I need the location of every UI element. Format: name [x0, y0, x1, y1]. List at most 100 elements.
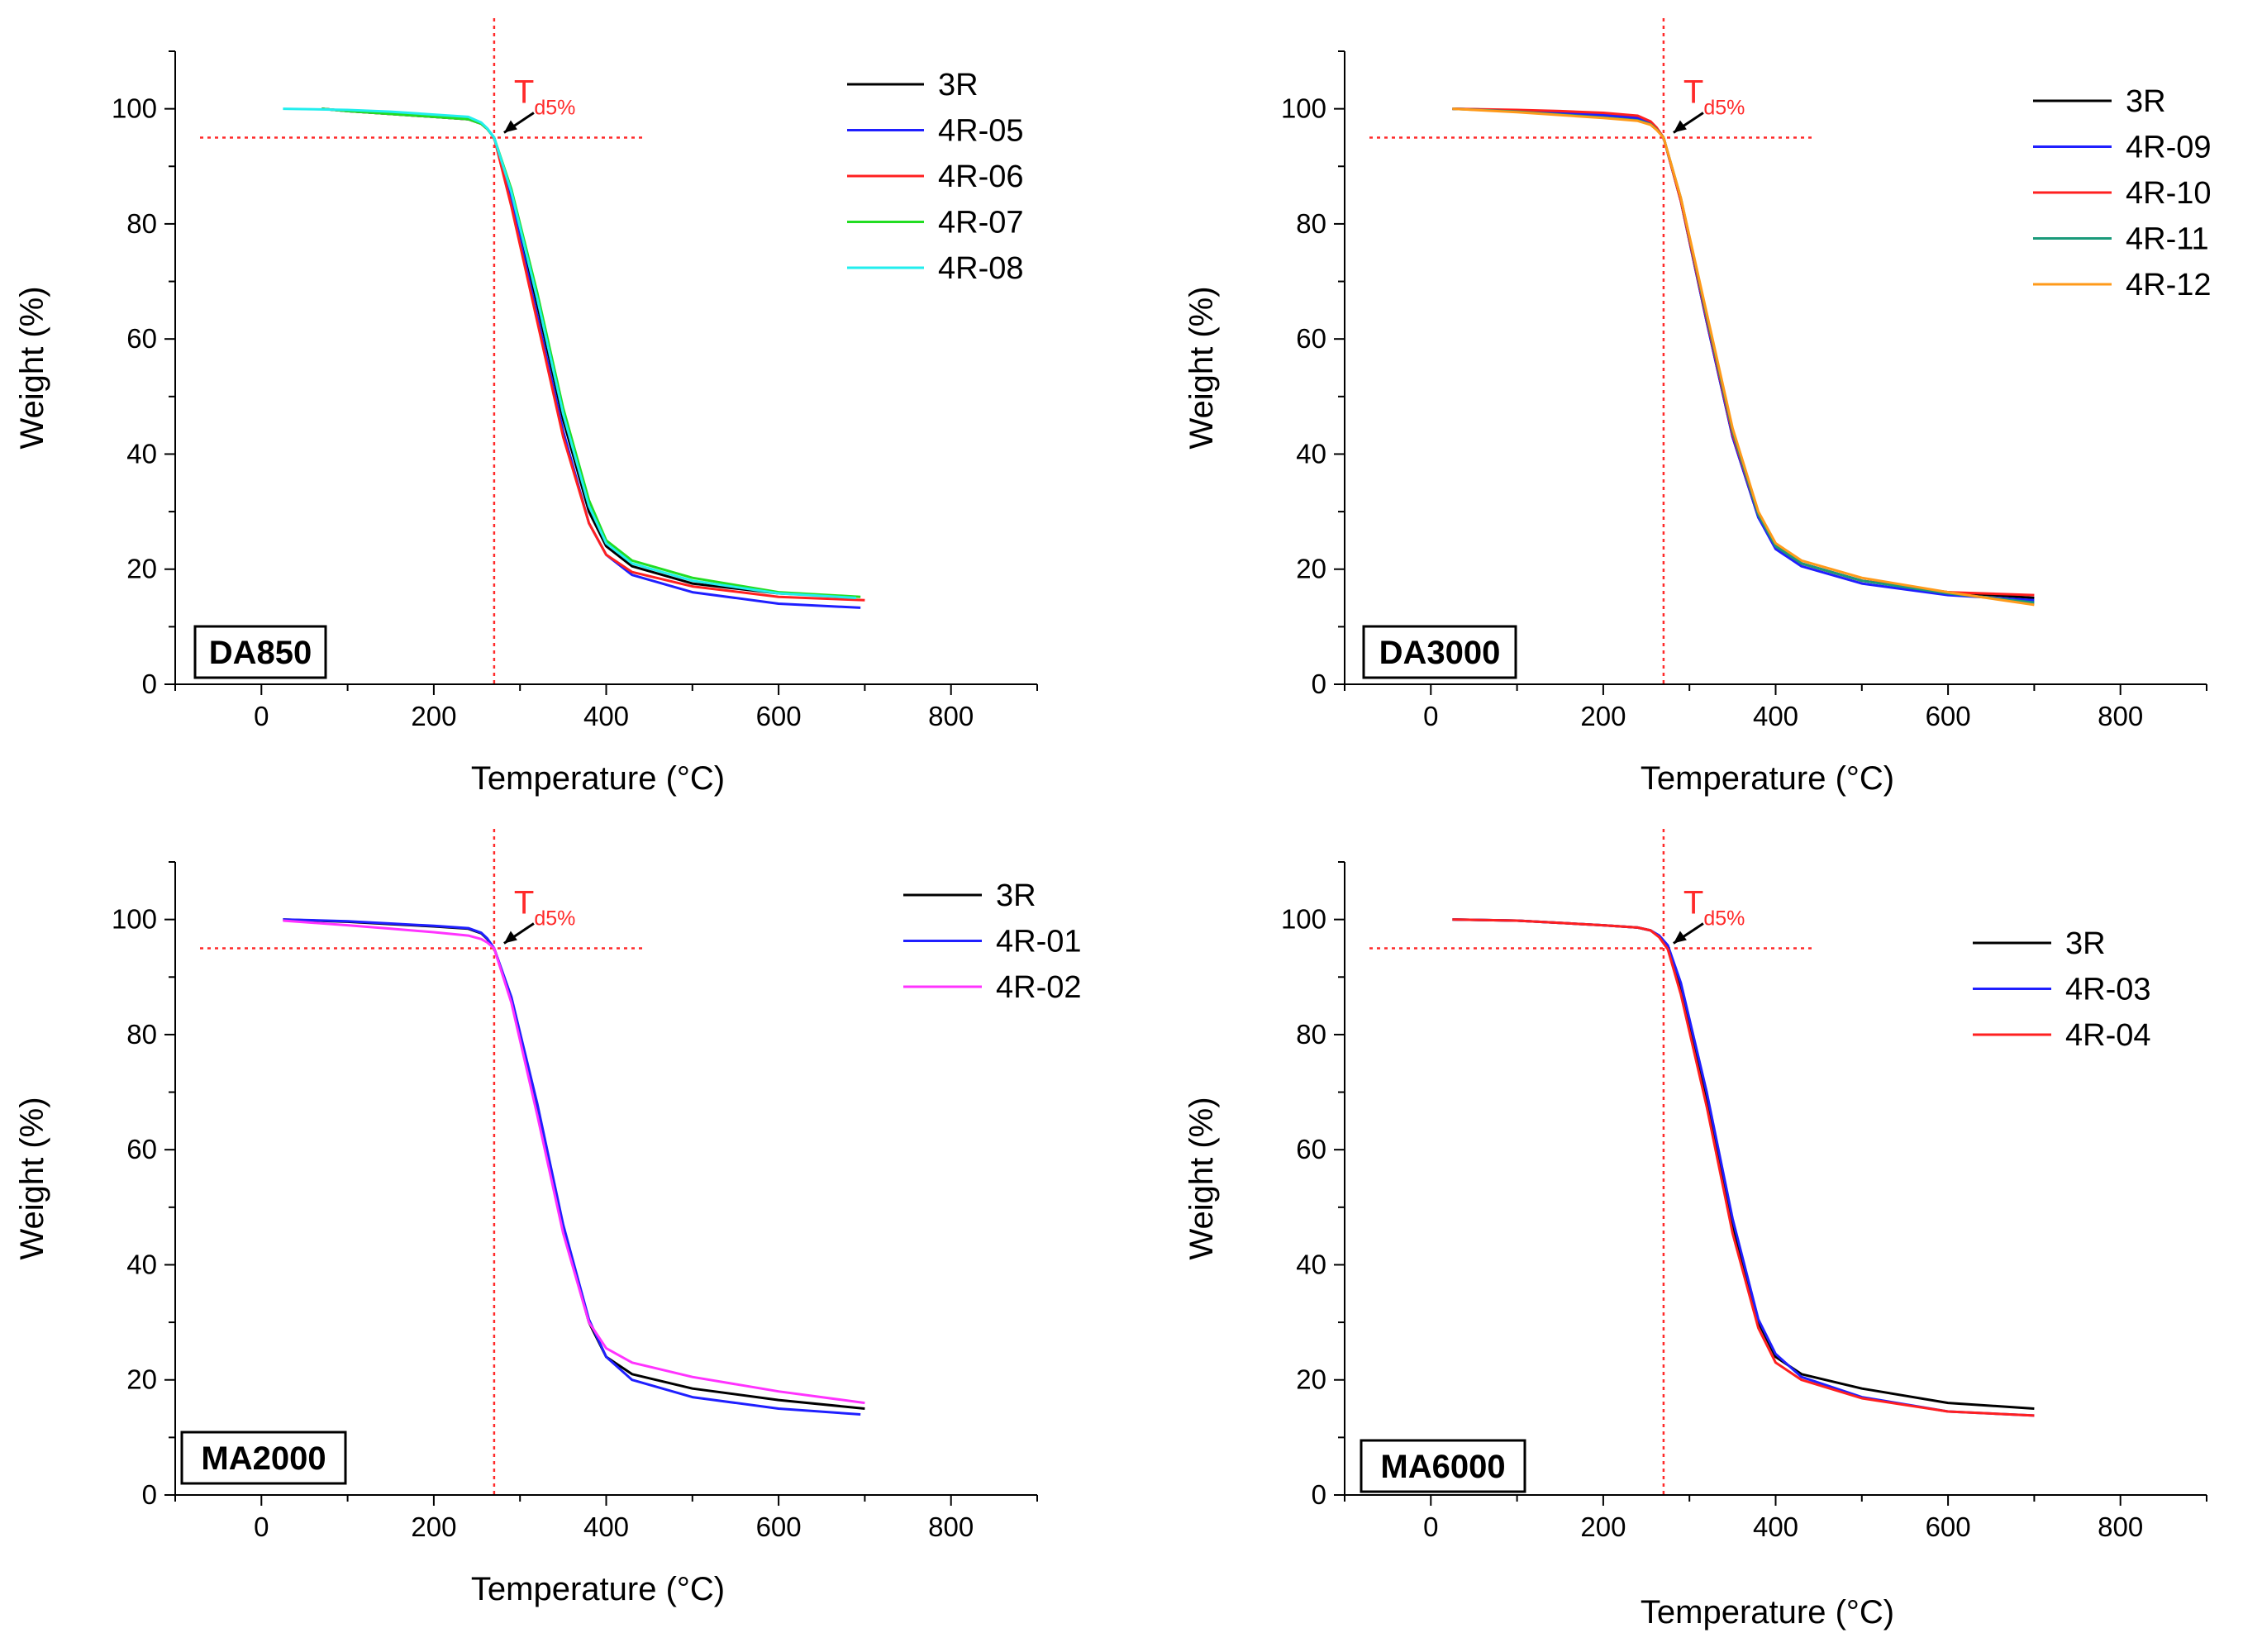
x-tick-label: 200: [1580, 1512, 1626, 1542]
panel-label-box: [1360, 1439, 1526, 1493]
legend-label-4r-04: 4R-04: [2065, 1018, 2151, 1053]
x-tick-label: 600: [1926, 701, 1971, 731]
series-line-4r-08: [283, 107, 857, 599]
series-line-4r-03: [1452, 918, 2035, 1417]
series-line-4r-05: [321, 107, 861, 609]
x-tick-label: 0: [1423, 701, 1438, 731]
legend-label-4r-05: 4R-05: [938, 114, 1024, 149]
y-tick-label: 40: [1296, 1249, 1326, 1279]
td5-label: Td5%: [1683, 884, 1745, 930]
y-axis-label: Weight (%): [1183, 286, 1220, 449]
legend-label-4r-11: 4R-11: [2126, 222, 2209, 257]
y-tick-label: 40: [1296, 438, 1326, 469]
x-tick-label: 400: [1753, 701, 1798, 731]
legend-label-4r-06: 4R-06: [938, 159, 1024, 194]
x-tick-label: 0: [254, 1512, 269, 1542]
y-tick-label: 80: [1296, 208, 1326, 239]
y-tick-label: 100: [112, 93, 157, 124]
panel-da3000: 0 200 400 600 800 0 20 40 60 80 100 Temperature (°C…: [1122, 0, 2243, 826]
x-tick-label: 0: [254, 701, 269, 731]
series-line-4r-06: [321, 107, 865, 602]
panel-ma6000: 0 200 400 600 800 0 20 40 60 80 100 Temperature (°C…: [1122, 826, 2243, 1651]
y-tick-label: 0: [1312, 669, 1326, 699]
x-tick-label: 600: [756, 701, 802, 731]
x-tick-label: 200: [411, 1512, 456, 1542]
series-line-3r: [1452, 918, 2035, 1410]
series-line-4r-01: [283, 918, 861, 1416]
legend-label-4r-03: 4R-03: [2065, 973, 2151, 1007]
x-tick-label: 400: [583, 701, 629, 731]
y-tick-label: 100: [1281, 93, 1326, 124]
legend-label-4r-07: 4R-07: [938, 206, 1024, 240]
panel-ma2000: 0 200 400 600 800 0 20 40 60 80 100 Temperature (°C…: [0, 826, 1122, 1651]
y-axis-label: Weight (%): [14, 286, 50, 449]
series-line-4r-04: [1452, 918, 2035, 1417]
legend-label-3r: 3R: [938, 68, 979, 102]
td5-arrowhead: [1673, 931, 1687, 944]
y-tick-label: 20: [1296, 554, 1326, 584]
legend-label-3r: 3R: [2065, 926, 2106, 961]
y-tick-label: 40: [126, 1249, 157, 1279]
y-tick-label: 20: [126, 554, 157, 584]
panel-label-box: [180, 1431, 347, 1485]
x-axis-label: Temperature (°C): [471, 760, 725, 797]
x-tick-label: 600: [1926, 1512, 1971, 1542]
x-tick-label: 800: [928, 1512, 974, 1542]
td5-arrowhead: [503, 931, 517, 944]
y-tick-label: 0: [142, 1479, 157, 1510]
y-tick-label: 80: [1296, 1019, 1326, 1050]
x-axis-label: Temperature (°C): [1641, 1594, 1894, 1631]
legend-label-4r-08: 4R-08: [938, 251, 1024, 286]
y-tick-label: 80: [126, 208, 157, 239]
panel-label: DA3000: [1379, 635, 1501, 671]
x-tick-label: 800: [2098, 1512, 2143, 1542]
series-line-3r: [1452, 107, 2035, 599]
td5-arrowhead: [1673, 120, 1687, 133]
panel-label-box: [193, 625, 327, 679]
x-axis-label: Temperature (°C): [1641, 760, 1894, 797]
x-tick-label: 600: [756, 1512, 802, 1542]
series-line-4r-09: [1452, 107, 2035, 602]
x-tick-label: 0: [1423, 1512, 1438, 1542]
y-tick-label: 20: [1296, 1364, 1326, 1395]
y-tick-label: 60: [1296, 1134, 1326, 1164]
x-axis-label: Temperature (°C): [471, 1571, 725, 1607]
y-tick-label: 60: [126, 1134, 157, 1164]
y-tick-label: 40: [126, 438, 157, 469]
y-tick-label: 80: [126, 1019, 157, 1050]
td5-label: Td5%: [514, 884, 575, 930]
chart-svg: 0 200 400 600 800 0 20 40 60 80 100 Temperature (°C…: [14, 829, 1082, 1607]
panel-label: MA2000: [201, 1440, 326, 1477]
td5-label: Td5%: [514, 74, 575, 119]
y-tick-label: 60: [126, 323, 157, 354]
chart-svg: 0 200 400 600 800 0 20 40 60 80 100 Temperature (°C…: [1183, 18, 2212, 797]
legend-label-3r: 3R: [996, 878, 1036, 913]
panel-da850: 0 200 400 600 800 0 20 40 60 80 100 Temperature (°C…: [0, 0, 1122, 826]
y-tick-label: 60: [1296, 323, 1326, 354]
y-tick-label: 100: [112, 904, 157, 935]
legend-label-4r-01: 4R-01: [996, 925, 1082, 959]
series-line-4r-10: [1452, 107, 2035, 597]
series-line-4r-07: [321, 107, 861, 598]
y-tick-label: 100: [1281, 904, 1326, 935]
legend-label-4r-12: 4R-12: [2126, 268, 2212, 302]
panel-label-box: [1362, 625, 1517, 679]
x-tick-label: 800: [2098, 701, 2143, 731]
chart-svg: 0 200 400 600 800 0 20 40 60 80 100 Temperature (°C…: [14, 18, 1038, 797]
y-axis-label: Weight (%): [14, 1097, 50, 1259]
series-line-3r: [283, 918, 865, 1410]
y-tick-label: 0: [142, 669, 157, 699]
legend-label-4r-10: 4R-10: [2126, 176, 2212, 211]
x-tick-label: 800: [928, 701, 974, 731]
td5-label: Td5%: [1683, 74, 1745, 119]
panel-label: DA850: [209, 635, 312, 671]
series-line-4r-02: [283, 919, 865, 1405]
y-tick-label: 0: [1312, 1479, 1326, 1510]
chart-svg: 0 200 400 600 800 0 20 40 60 80 100 Temperature (°C…: [1183, 829, 2207, 1631]
x-tick-label: 400: [583, 1512, 629, 1542]
series-line-4r-11: [1452, 107, 2035, 604]
td5-arrowhead: [503, 120, 517, 133]
x-tick-label: 200: [1580, 701, 1626, 731]
panel-label: MA6000: [1380, 1449, 1505, 1485]
